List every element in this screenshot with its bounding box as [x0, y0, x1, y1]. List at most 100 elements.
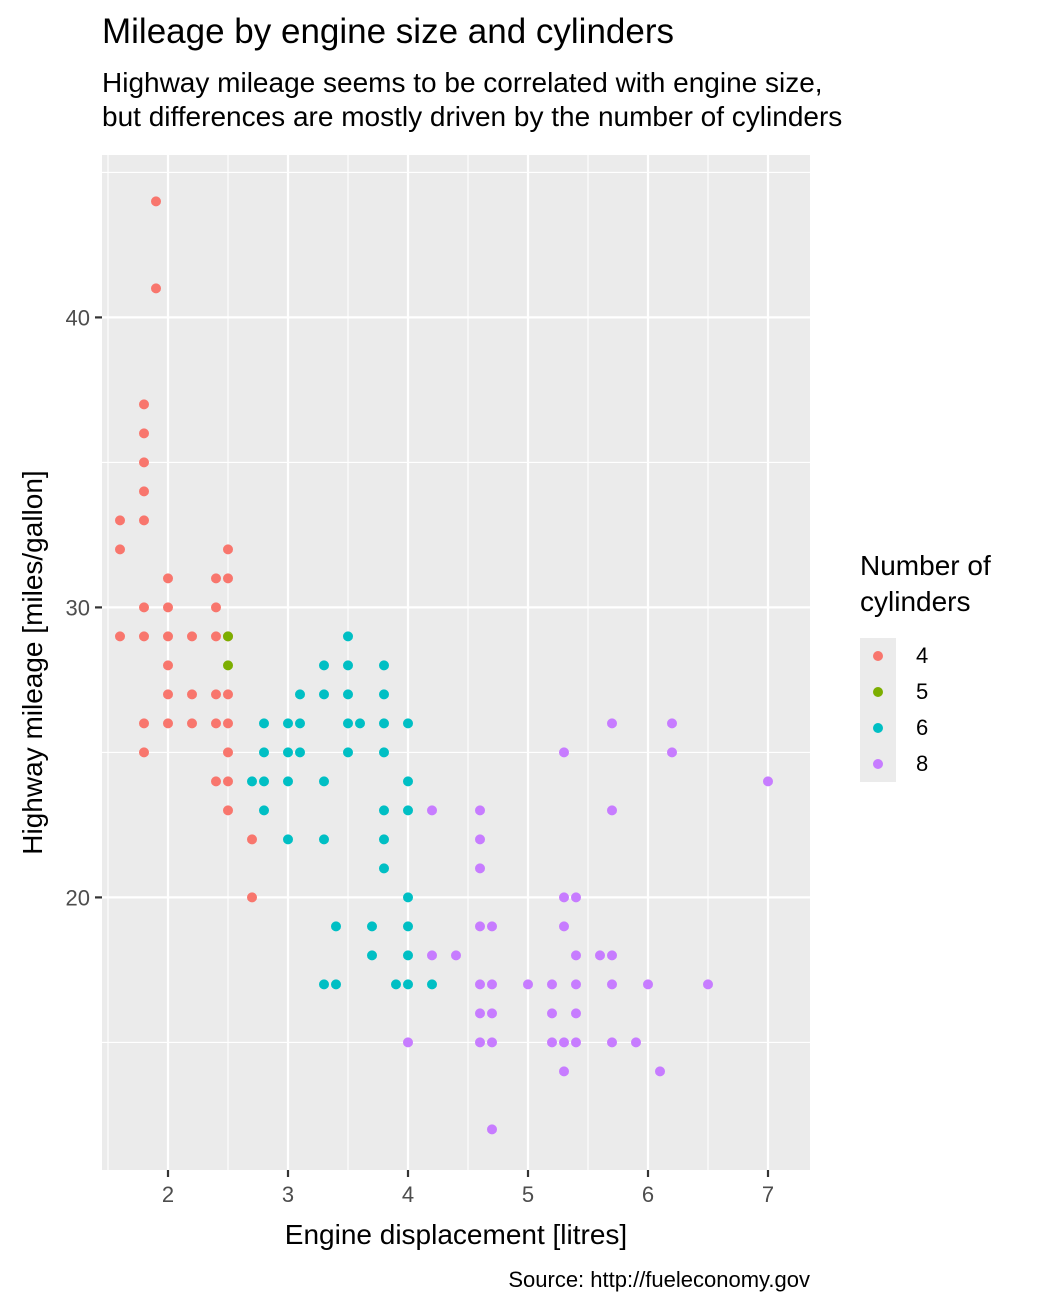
data-point-cyl-8	[559, 1037, 569, 1048]
data-point-cyl-6	[259, 805, 269, 816]
data-point-cyl-6	[319, 979, 329, 990]
data-point-cyl-6	[379, 718, 389, 729]
data-point-cyl-8	[571, 979, 581, 990]
data-point-cyl-4	[139, 718, 149, 729]
data-point-cyl-4	[139, 399, 149, 410]
data-point-cyl-5	[223, 631, 233, 642]
data-point-cyl-6	[379, 834, 389, 845]
data-point-cyl-8	[703, 979, 713, 990]
legend-label: 4	[916, 643, 929, 668]
data-point-cyl-8	[607, 718, 617, 729]
data-point-cyl-6	[295, 747, 305, 758]
x-tick-label: 4	[402, 1182, 414, 1207]
data-point-cyl-8	[607, 979, 617, 990]
legend-label: 5	[916, 679, 929, 704]
data-point-cyl-4	[163, 602, 173, 613]
data-point-cyl-4	[223, 689, 233, 700]
data-point-cyl-5	[223, 660, 233, 671]
data-point-cyl-8	[631, 1037, 641, 1048]
data-point-cyl-8	[559, 921, 569, 932]
data-point-cyl-6	[295, 718, 305, 729]
data-point-cyl-6	[403, 921, 413, 932]
data-point-cyl-6	[331, 979, 341, 990]
data-point-cyl-6	[403, 892, 413, 903]
data-point-cyl-6	[283, 747, 293, 758]
data-point-cyl-4	[223, 544, 233, 555]
legend-label: 8	[916, 751, 929, 776]
data-point-cyl-8	[487, 1008, 497, 1019]
x-axis-title: Engine displacement [litres]	[285, 1219, 627, 1250]
data-point-cyl-4	[115, 631, 125, 642]
data-point-cyl-8	[487, 979, 497, 990]
data-point-cyl-8	[475, 863, 485, 874]
data-point-cyl-6	[259, 747, 269, 758]
plot-panel	[102, 155, 810, 1170]
data-point-cyl-4	[139, 486, 149, 497]
data-point-cyl-4	[211, 718, 221, 729]
data-point-cyl-8	[607, 805, 617, 816]
data-point-cyl-8	[595, 950, 605, 961]
data-point-cyl-4	[211, 573, 221, 584]
data-point-cyl-4	[211, 689, 221, 700]
data-point-cyl-6	[403, 950, 413, 961]
data-point-cyl-8	[547, 979, 557, 990]
data-point-cyl-4	[151, 283, 161, 294]
data-point-cyl-8	[607, 1037, 617, 1048]
data-point-cyl-4	[139, 602, 149, 613]
data-point-cyl-6	[403, 805, 413, 816]
data-point-cyl-6	[367, 950, 377, 961]
data-point-cyl-8	[643, 979, 653, 990]
legend-title-line-1: Number of	[860, 550, 991, 581]
data-point-cyl-6	[295, 689, 305, 700]
y-axis-title: Highway mileage [miles/gallon]	[17, 470, 48, 854]
data-point-cyl-4	[163, 718, 173, 729]
data-point-cyl-4	[211, 602, 221, 613]
data-point-cyl-8	[571, 892, 581, 903]
data-point-cyl-4	[151, 196, 161, 207]
data-point-cyl-4	[115, 515, 125, 526]
data-point-cyl-6	[343, 631, 353, 642]
legend-dot-6	[873, 723, 883, 733]
data-point-cyl-4	[247, 834, 257, 845]
data-point-cyl-8	[487, 1124, 497, 1135]
data-point-cyl-6	[355, 718, 365, 729]
x-tick-label: 2	[162, 1182, 174, 1207]
chart-subtitle: Highway mileage seems to be correlated w…	[102, 66, 842, 134]
y-tick-label: 30	[66, 595, 90, 620]
data-point-cyl-4	[139, 428, 149, 439]
data-point-cyl-6	[343, 747, 353, 758]
data-point-cyl-4	[211, 631, 221, 642]
legend-key	[860, 746, 896, 782]
legend-key	[860, 710, 896, 746]
data-point-cyl-4	[211, 776, 221, 787]
data-point-cyl-4	[223, 573, 233, 584]
data-point-cyl-6	[427, 979, 437, 990]
data-point-cyl-6	[283, 718, 293, 729]
data-point-cyl-6	[379, 747, 389, 758]
legend-title-line-2: cylinders	[860, 586, 971, 617]
legend-keys: 4 5 6 8	[860, 638, 991, 782]
data-point-cyl-6	[379, 660, 389, 671]
data-point-cyl-8	[475, 921, 485, 932]
x-tick-label: 3	[282, 1182, 294, 1207]
data-point-cyl-6	[379, 805, 389, 816]
data-point-cyl-4	[139, 747, 149, 758]
data-point-cyl-8	[475, 834, 485, 845]
data-point-cyl-6	[379, 863, 389, 874]
legend-item-4: 4	[860, 638, 991, 674]
data-point-cyl-6	[259, 718, 269, 729]
data-point-cyl-8	[475, 805, 485, 816]
legend-item-8: 8	[860, 746, 991, 782]
data-point-cyl-6	[283, 776, 293, 787]
data-point-cyl-8	[475, 1037, 485, 1048]
data-point-cyl-6	[331, 921, 341, 932]
x-tick-label: 6	[642, 1182, 654, 1207]
data-point-cyl-8	[655, 1066, 665, 1077]
y-tick-label: 20	[66, 885, 90, 910]
data-point-cyl-6	[403, 979, 413, 990]
data-point-cyl-4	[223, 805, 233, 816]
data-point-cyl-8	[547, 1037, 557, 1048]
chart-caption: Source: http://fueleconomy.gov	[508, 1267, 810, 1292]
legend-title: Number of cylinders	[860, 548, 991, 620]
data-point-cyl-6	[259, 776, 269, 787]
